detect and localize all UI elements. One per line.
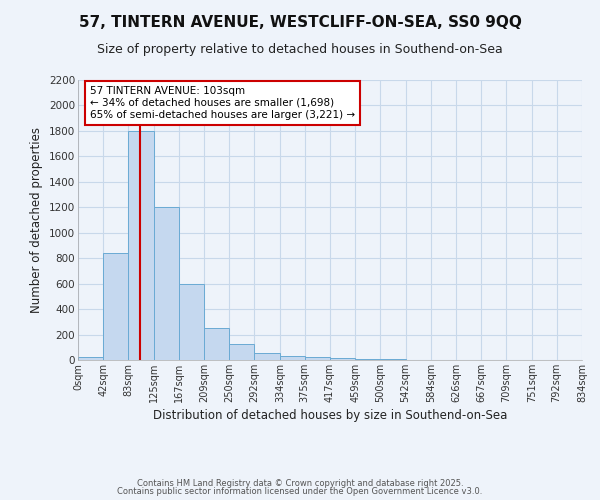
Bar bbox=[128, 131, 154, 360]
Bar bbox=[305, 357, 330, 360]
Text: 57, TINTERN AVENUE, WESTCLIFF-ON-SEA, SS0 9QQ: 57, TINTERN AVENUE, WESTCLIFF-ON-SEA, SS… bbox=[79, 15, 521, 30]
Bar bbox=[179, 284, 205, 360]
X-axis label: Distribution of detached houses by size in Southend-on-Sea: Distribution of detached houses by size … bbox=[153, 409, 507, 422]
Bar bbox=[330, 358, 355, 360]
Bar bbox=[103, 253, 128, 360]
Text: Contains public sector information licensed under the Open Government Licence v3: Contains public sector information licen… bbox=[118, 487, 482, 496]
Y-axis label: Number of detached properties: Number of detached properties bbox=[31, 127, 43, 313]
Bar bbox=[229, 344, 254, 360]
Bar bbox=[254, 353, 280, 360]
Bar bbox=[355, 358, 380, 360]
Bar bbox=[78, 357, 103, 360]
Bar bbox=[205, 328, 229, 360]
Text: 57 TINTERN AVENUE: 103sqm
← 34% of detached houses are smaller (1,698)
65% of se: 57 TINTERN AVENUE: 103sqm ← 34% of detac… bbox=[90, 86, 355, 120]
Bar bbox=[154, 208, 179, 360]
Bar bbox=[280, 356, 305, 360]
Text: Contains HM Land Registry data © Crown copyright and database right 2025.: Contains HM Land Registry data © Crown c… bbox=[137, 478, 463, 488]
Bar bbox=[380, 358, 406, 360]
Text: Size of property relative to detached houses in Southend-on-Sea: Size of property relative to detached ho… bbox=[97, 42, 503, 56]
